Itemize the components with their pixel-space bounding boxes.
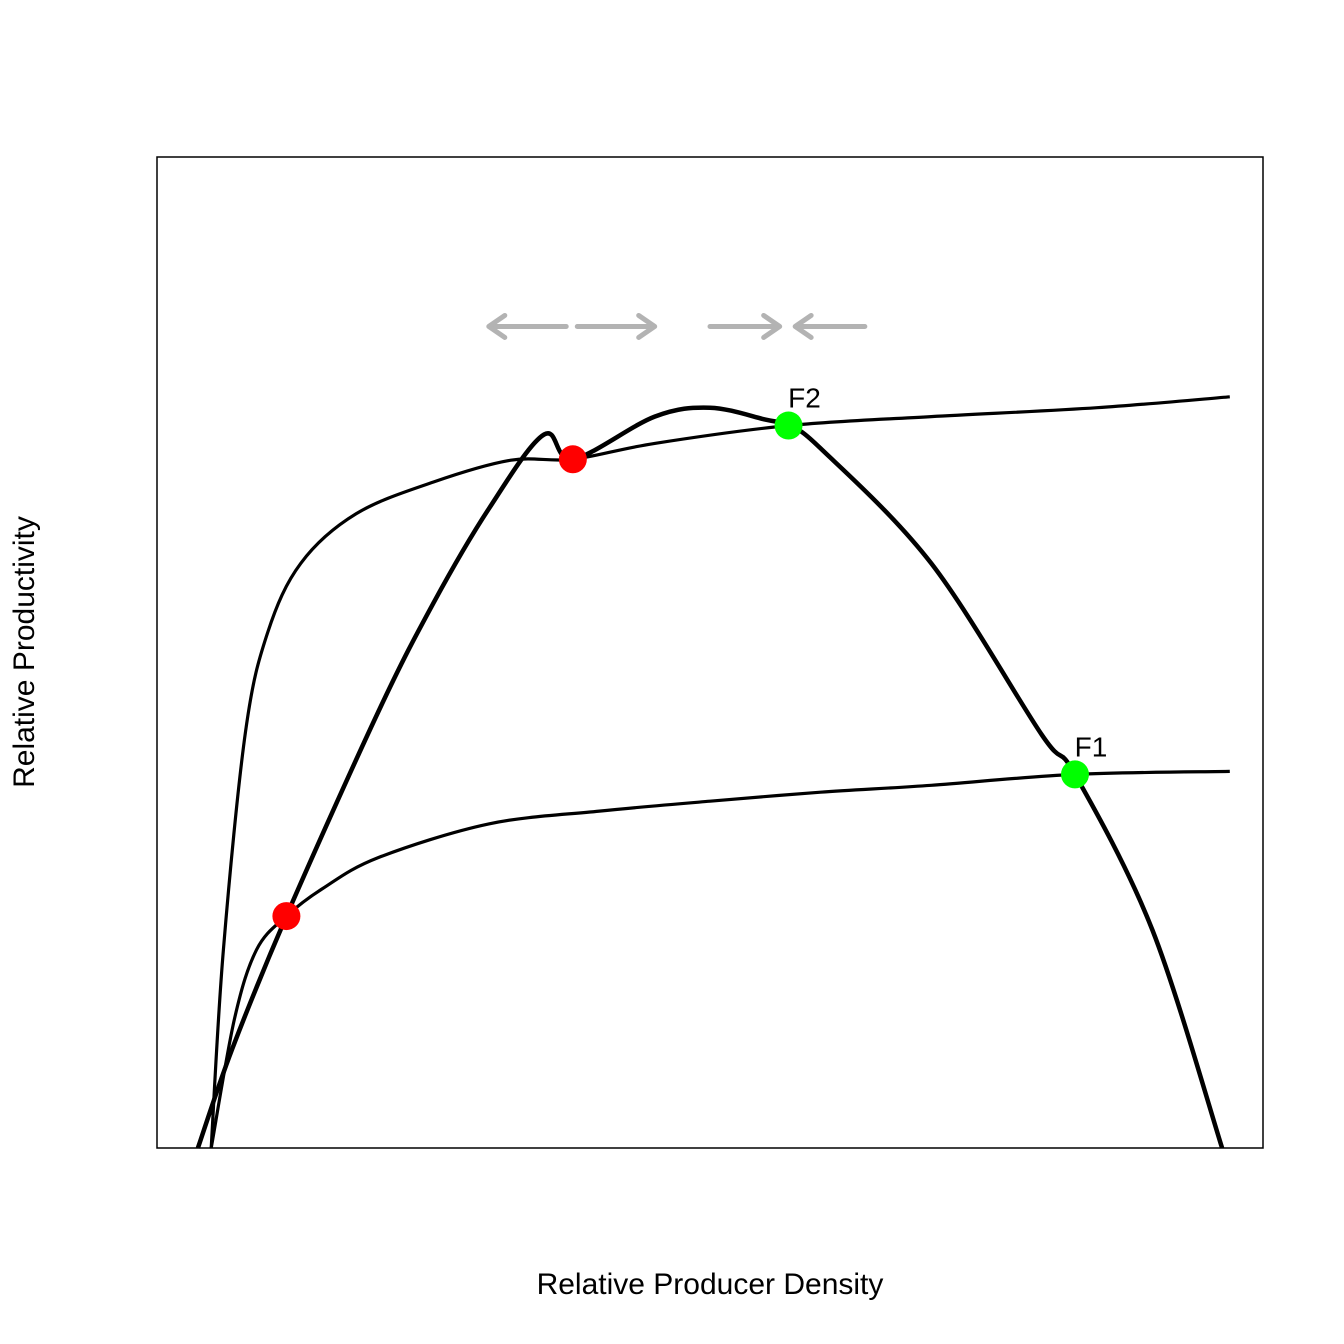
unstable-equilibrium-point-1: [272, 902, 301, 931]
direction-arrow-4: [792, 312, 868, 340]
equilibrium-points: F2 F1: [272, 383, 1107, 931]
direction-arrows: [486, 312, 868, 340]
direction-arrow-1: [486, 312, 569, 340]
series-line-3: [209, 769, 1230, 1149]
series-line-1: [195, 405, 1225, 1149]
y-axis-title: Relative Productivity: [8, 516, 41, 788]
series-line-2: [209, 395, 1230, 1149]
equilibrium-label-f1: F1: [1075, 731, 1108, 762]
unstable-equilibrium-point-2: [558, 445, 587, 474]
direction-arrow-3: [707, 312, 783, 340]
stable-equilibrium-point-3: [774, 411, 803, 440]
direction-arrow-2: [574, 312, 658, 340]
equilibrium-label-f2: F2: [788, 383, 821, 414]
stable-equilibrium-point-4: [1060, 760, 1089, 789]
x-axis-title: Relative Producer Density: [537, 1268, 884, 1301]
curves-layer: [195, 395, 1230, 1149]
plot-frame: [156, 156, 1264, 1149]
